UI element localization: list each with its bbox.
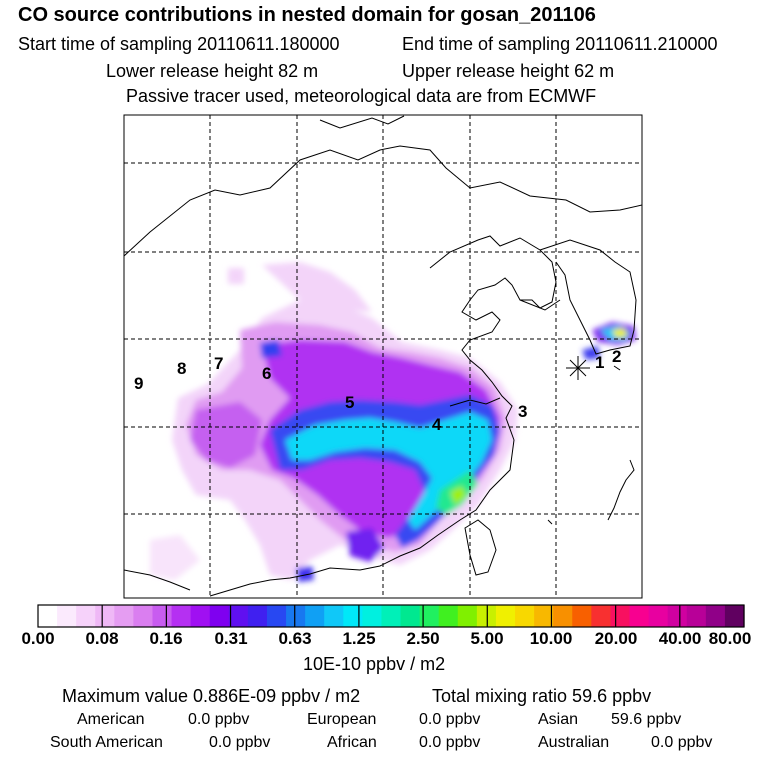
colorbar-cell [266,605,287,627]
colorbar-frame [37,604,745,628]
colorbar-cell [305,605,325,627]
total-mixing-ratio-text: Total mixing ratio 59.6 ppbv [432,686,652,706]
source-value-european: 0.0 ppbv [419,711,481,728]
region-label-4: 4 [432,415,442,434]
region-label-6: 6 [262,364,271,383]
colorbar-cell [572,605,592,627]
colorbar-cell [247,605,268,627]
colorbar-cell [686,605,707,627]
source-name-asian: Asian [538,711,579,728]
colorbar-cell [419,605,440,627]
concentration-field [150,262,636,582]
colorbar-cell [362,605,383,627]
colorbar-cell [324,605,344,627]
region-label-7: 7 [214,354,223,373]
end-time-label: End time of sampling 20110611.210000 [402,34,718,54]
receptor-marker-icon [566,356,590,380]
coastlines [124,115,642,597]
colorbar-cell [457,605,478,627]
colorbar-cell [591,605,612,627]
colorbar-tick: 0.08 [85,629,119,648]
source-name-australian: Australian [538,734,610,751]
colorbar-cell [57,605,77,627]
colorbar-cell [515,605,535,627]
colorbar-tick: 20.00 [594,629,638,648]
colorbar-dividers [101,605,681,627]
source-value-african: 0.0 ppbv [419,734,481,751]
colorbar-tick: 40.00 [658,629,702,648]
colorbar-tick: 0.31 [214,629,248,648]
colorbar-cell [667,605,688,627]
source-name-african: African [327,734,377,751]
region-label-9: 9 [134,374,143,393]
colorbar-tick: 1.25 [342,629,376,648]
colorbar-cell [133,605,154,627]
source-value-south-american: 0.0 ppbv [209,734,271,751]
colorbar-cell [152,605,173,627]
lower-release-label: Lower release height 82 m [106,61,319,81]
colorbar-cell [209,605,230,627]
map-frame [123,114,643,599]
colorbar-cell [400,605,421,627]
region-label-1: 1 [595,353,604,372]
colorbar-cell [534,605,554,627]
colorbar-cell [228,605,249,627]
region-label-8: 8 [177,359,186,378]
lat-lon-grid [124,115,642,598]
colorbar-cell [343,605,363,627]
colorbar-cell [648,605,669,627]
colorbar-tick: 10.00 [529,629,573,648]
source-name-south-american: South American [50,734,163,751]
colorbar-cell [438,605,459,627]
colorbar-cell [286,605,306,627]
colorbar-tick: 0.16 [149,629,183,648]
colorbar-tick: 5.00 [470,629,504,648]
colorbar-tick: 2.50 [406,629,440,648]
colorbar-cell [705,605,726,627]
colorbar-units: 10E-10 ppbv / m2 [303,654,446,674]
source-name-european: European [307,711,377,728]
colorbar-cell [553,605,573,627]
colorbar [38,605,745,627]
colorbar-cell [190,605,211,627]
colorbar-tick: 80.00 [708,629,752,648]
region-label-5: 5 [345,393,354,412]
source-value-american: 0.0 ppbv [188,711,250,728]
start-time-label: Start time of sampling 20110611.180000 [18,34,340,54]
colorbar-cell [724,605,745,627]
region-label-3: 3 [518,402,527,421]
upper-release-label: Upper release height 62 m [402,61,615,81]
colorbar-cell [629,605,650,627]
colorbar-cell [76,605,96,627]
colorbar-cell [381,605,402,627]
colorbar-cell [114,605,135,627]
plot-title: CO source contributions in nested domain… [18,4,596,26]
tracer-note: Passive tracer used, meteorological data… [126,86,597,106]
colorbar-cell [171,605,192,627]
source-value-australian: 0.0 ppbv [651,734,713,751]
source-name-american: American [77,711,145,728]
colorbar-tick: 0.00 [21,629,55,648]
maximum-value-text: Maximum value 0.886E-09 ppbv / m2 [62,686,361,706]
colorbar-tick: 0.63 [278,629,312,648]
colorbar-cell [610,605,631,627]
region-label-2: 2 [612,347,621,366]
colorbar-cell [95,605,115,627]
colorbar-cell [495,605,516,627]
source-value-asian: 59.6 ppbv [611,711,682,728]
colorbar-cell [38,605,58,627]
